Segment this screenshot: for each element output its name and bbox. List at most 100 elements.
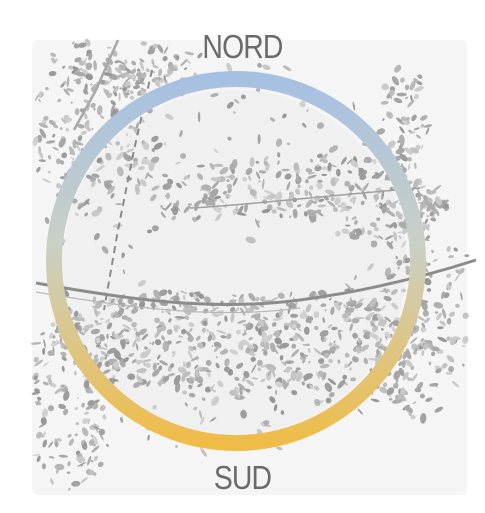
building-block <box>257 318 265 327</box>
building-block <box>406 351 412 360</box>
building-block <box>151 341 155 346</box>
building-block <box>337 359 341 364</box>
building-block <box>179 130 183 138</box>
building-block <box>182 361 186 368</box>
building-block <box>55 158 61 165</box>
building-block <box>434 406 444 413</box>
building-block <box>393 223 398 229</box>
building-block <box>184 315 190 320</box>
building-block <box>163 349 167 352</box>
building-block <box>122 328 125 331</box>
building-block <box>179 290 188 295</box>
building-block <box>248 292 256 302</box>
building-block <box>449 336 456 343</box>
building-block <box>65 127 70 132</box>
building-block <box>48 120 56 126</box>
building-block <box>167 340 172 345</box>
building-block <box>296 172 300 184</box>
building-block <box>112 331 115 337</box>
building-block <box>291 390 298 396</box>
building-block <box>97 206 103 213</box>
building-block <box>76 456 86 463</box>
building-block <box>161 310 164 314</box>
building-block <box>196 202 199 208</box>
building-block <box>167 373 175 377</box>
building-block <box>369 297 377 308</box>
building-block <box>161 335 165 341</box>
building-block <box>353 274 357 281</box>
building-block <box>426 197 432 202</box>
building-block <box>187 335 194 342</box>
building-block <box>48 456 55 459</box>
building-block <box>140 179 147 187</box>
building-block <box>213 346 220 353</box>
building-block <box>93 83 97 89</box>
building-block <box>172 202 178 207</box>
building-block <box>251 377 259 380</box>
building-block <box>131 60 137 66</box>
building-block <box>43 338 46 349</box>
building-block <box>47 375 53 387</box>
building-block <box>52 124 59 129</box>
building-block <box>141 333 149 341</box>
building-block <box>115 141 120 146</box>
building-block <box>37 396 42 401</box>
building-block <box>224 358 230 367</box>
building-block <box>63 114 70 121</box>
building-block <box>61 117 66 124</box>
building-block <box>157 354 161 360</box>
building-block <box>124 59 128 65</box>
building-block <box>345 216 349 222</box>
building-block <box>152 362 157 371</box>
building-block <box>286 378 292 384</box>
building-block <box>94 320 99 324</box>
building-block <box>84 328 89 332</box>
building-block <box>443 292 450 299</box>
building-block <box>196 173 204 180</box>
building-block <box>58 403 66 410</box>
building-block <box>50 341 59 347</box>
building-block <box>328 342 333 347</box>
building-block <box>395 394 399 401</box>
building-block <box>256 359 263 367</box>
building-block <box>126 155 133 161</box>
building-block <box>35 401 42 405</box>
building-block <box>401 120 409 124</box>
building-block <box>327 200 336 208</box>
building-block <box>295 374 302 382</box>
building-block <box>330 306 335 315</box>
building-block <box>308 214 317 222</box>
building-block <box>309 158 314 163</box>
building-block <box>291 320 298 325</box>
building-block <box>111 366 121 371</box>
building-block <box>85 62 93 71</box>
building-block <box>93 60 97 71</box>
building-block <box>38 159 46 162</box>
building-block <box>328 145 339 153</box>
building-block <box>460 292 463 301</box>
building-block <box>376 345 387 350</box>
building-block <box>121 255 124 259</box>
building-block <box>193 406 198 411</box>
building-block <box>122 82 127 88</box>
building-block <box>273 404 278 412</box>
building-block <box>213 341 222 349</box>
building-block <box>381 83 389 91</box>
building-block <box>386 111 394 119</box>
building-block <box>421 350 425 357</box>
building-block <box>386 387 395 396</box>
building-block <box>113 349 121 360</box>
building-block <box>83 380 90 389</box>
building-block <box>191 216 198 223</box>
building-block <box>420 341 427 344</box>
building-block <box>290 313 298 318</box>
building-block <box>148 161 155 172</box>
building-block <box>213 148 219 154</box>
building-block <box>140 41 147 46</box>
building-block <box>435 368 442 374</box>
building-block <box>258 170 267 174</box>
building-block <box>139 58 145 63</box>
building-block <box>184 402 188 407</box>
building-block <box>391 302 399 310</box>
building-block <box>370 321 376 328</box>
